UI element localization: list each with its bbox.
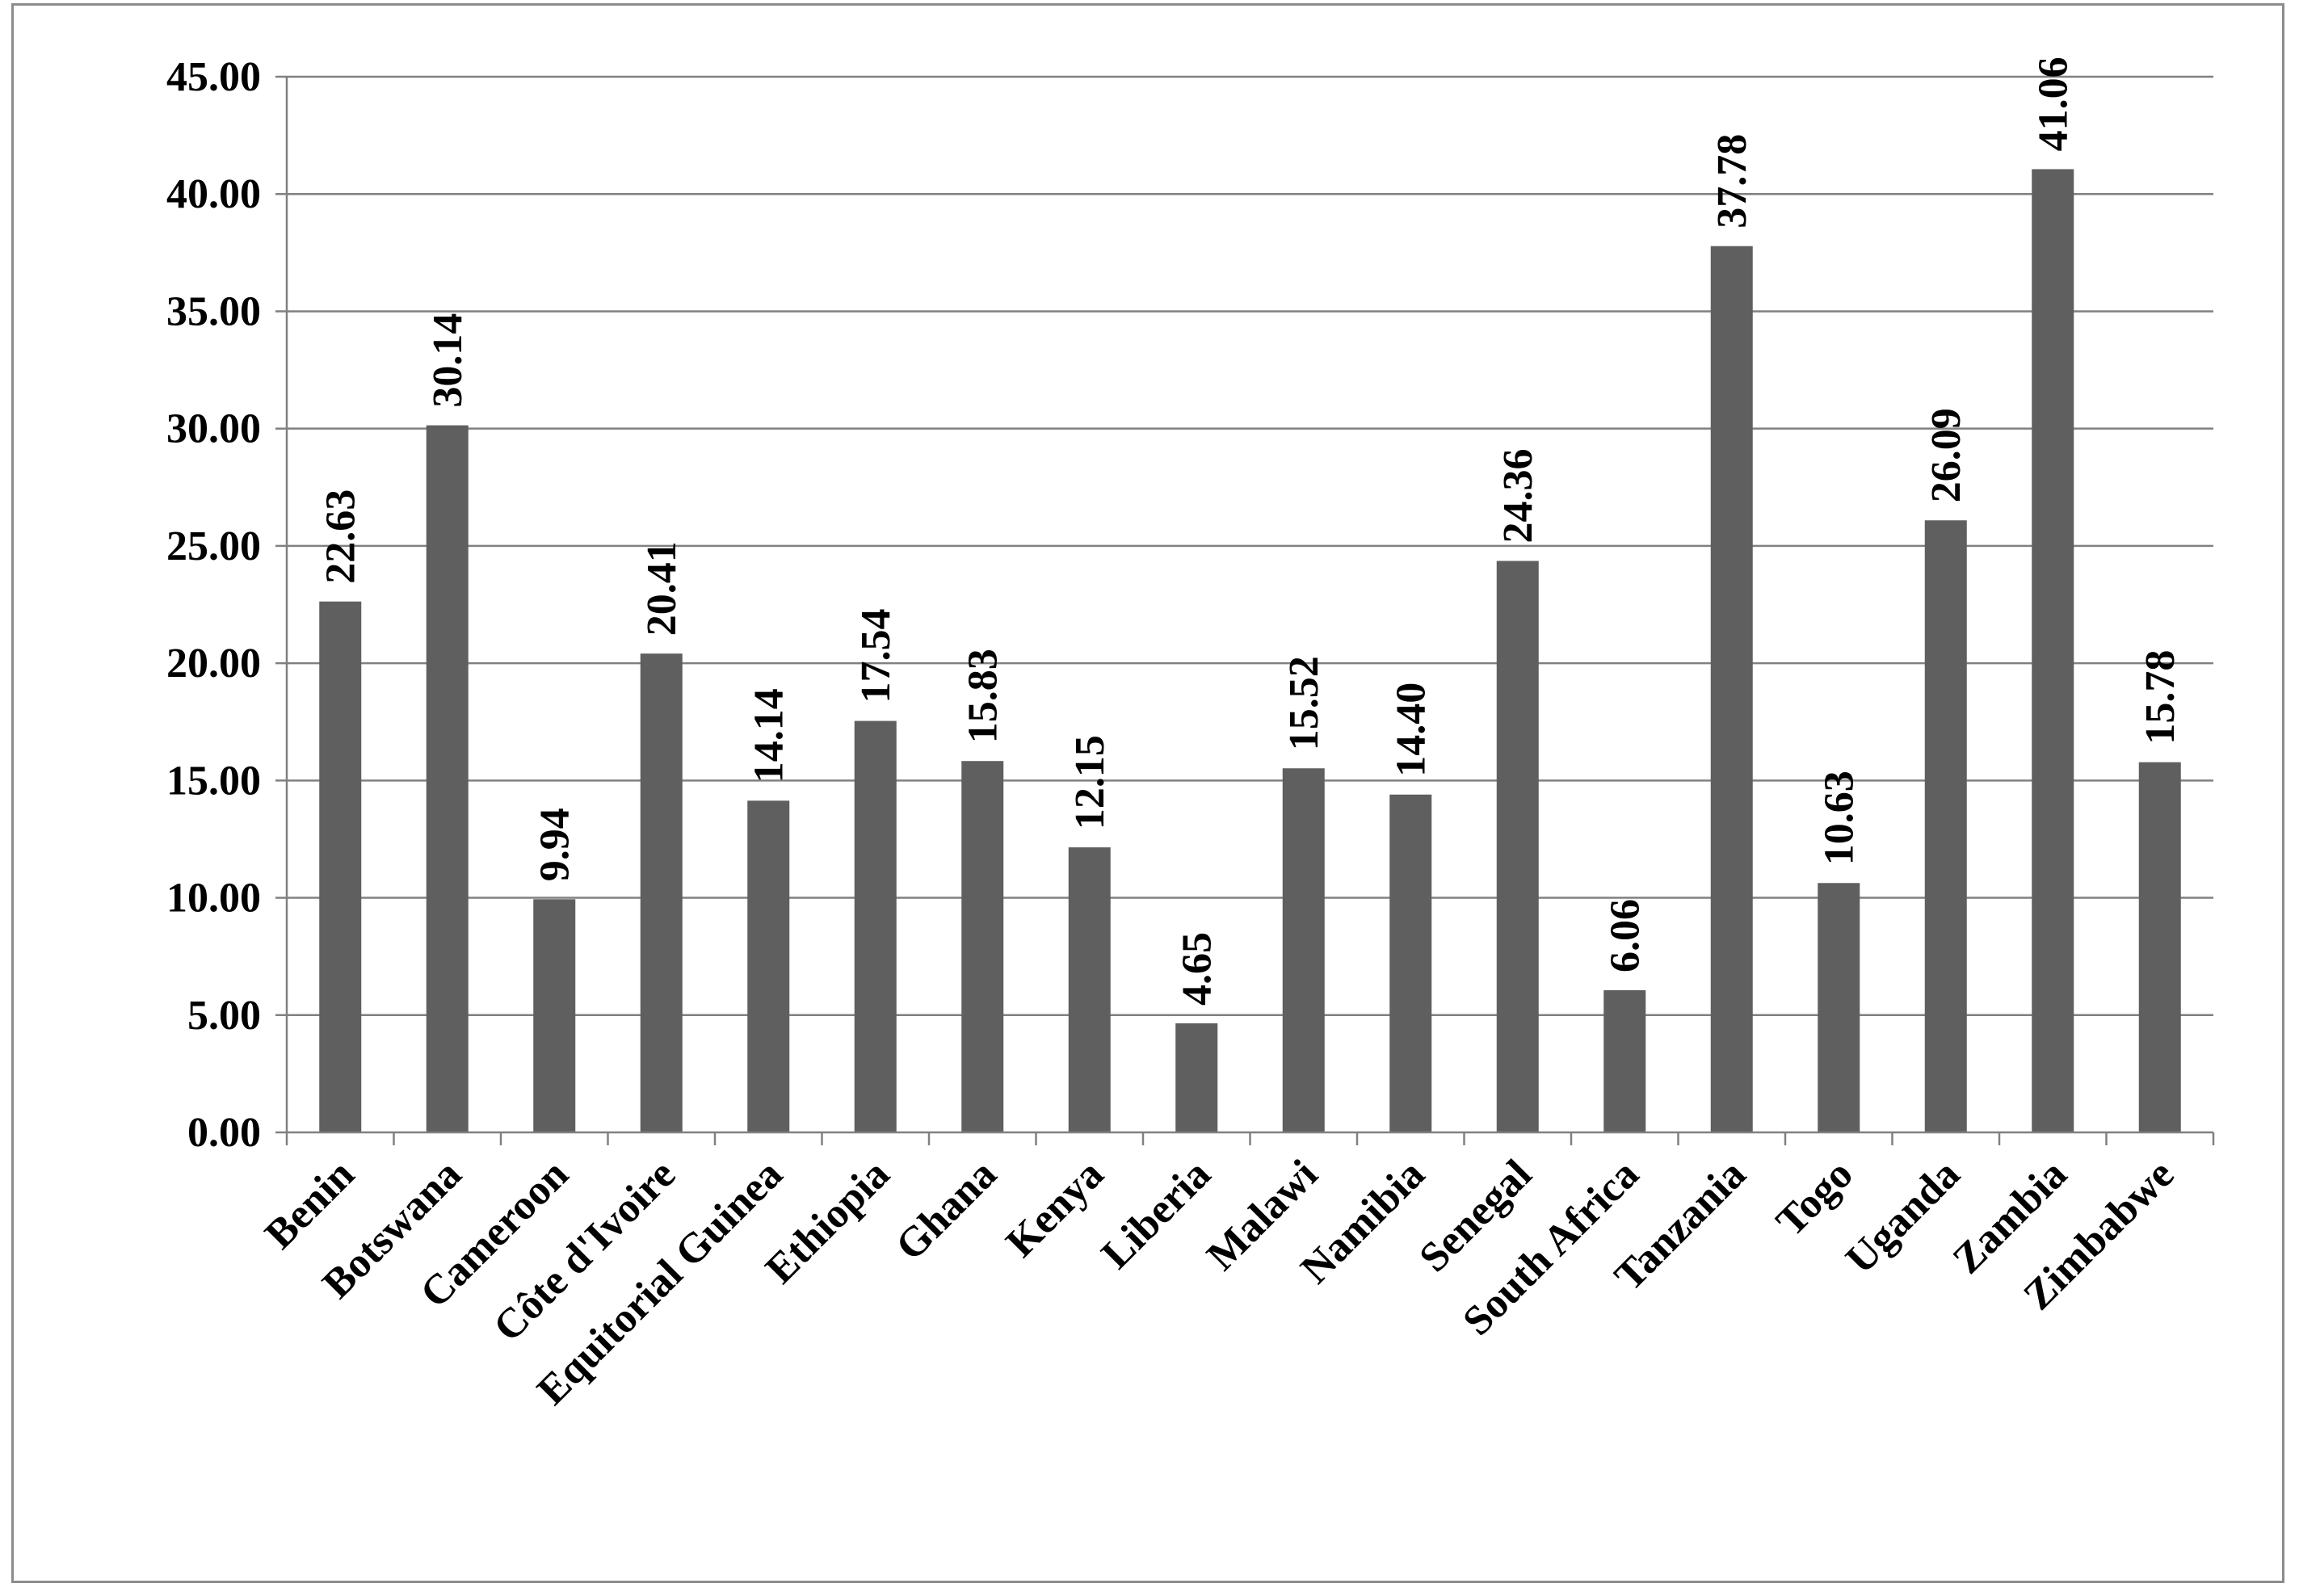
y-tick-label: 45.00: [166, 54, 261, 100]
bar: [2138, 762, 2181, 1132]
bar: [640, 653, 683, 1132]
data-label: 20.41: [639, 541, 685, 636]
y-tick-label: 30.00: [166, 406, 261, 452]
bar: [1710, 246, 1753, 1132]
bar: [854, 720, 897, 1132]
bar: [1818, 883, 1860, 1132]
data-label: 14.14: [746, 688, 792, 783]
axes: [275, 75, 2215, 1145]
y-tick-label: 25.00: [166, 523, 261, 569]
data-label: 37.78: [1709, 134, 1755, 229]
bar: [1496, 561, 1539, 1132]
data-label: 24.36: [1495, 448, 1541, 543]
data-label: 15.83: [960, 649, 1006, 743]
bar: [533, 899, 576, 1132]
bar: [426, 425, 469, 1132]
gridlines: [287, 75, 2213, 1017]
y-tick-label: 35.00: [166, 288, 261, 334]
bar: [319, 601, 362, 1132]
chart-frame: [11, 3, 2284, 1583]
data-label: 26.09: [1923, 408, 1969, 502]
y-tick-label: 5.00: [187, 993, 261, 1039]
category-label: Kenya: [998, 1151, 1112, 1266]
data-label: 4.65: [1174, 932, 1220, 1006]
data-label: 12.15: [1067, 735, 1113, 830]
y-tick-label: 20.00: [166, 640, 261, 687]
category-label: Liberia: [1093, 1151, 1220, 1278]
y-tick-label: 40.00: [166, 171, 261, 217]
bar: [747, 800, 790, 1132]
y-tick-label: 0.00: [187, 1110, 261, 1156]
labels: 0.00 5.00 10.00 15.00 20.00 25.00 30.00 35.00 40…: [166, 54, 2183, 1414]
bars: [319, 169, 2181, 1133]
category-label: Togo: [1767, 1151, 1862, 1245]
data-label: 15.78: [2137, 650, 2183, 745]
category-label: Ghana: [887, 1151, 1006, 1270]
bar: [1068, 847, 1111, 1132]
data-label: 17.54: [853, 609, 899, 704]
y-tick-label: 15.00: [166, 758, 261, 804]
data-label: 10.63: [1816, 771, 1862, 865]
bar: [1282, 768, 1325, 1132]
y-tick-label: 10.00: [166, 876, 261, 922]
bar: [1389, 794, 1432, 1132]
bar: [961, 761, 1004, 1132]
data-label: 15.52: [1281, 656, 1327, 750]
data-label: 30.14: [425, 313, 471, 408]
bar: [1924, 520, 1967, 1132]
data-label: 6.06: [1602, 899, 1648, 972]
bar: [2032, 169, 2074, 1133]
data-label: 41.06: [2030, 57, 2076, 151]
data-label: 22.63: [317, 489, 364, 584]
category-label: Uganda: [1837, 1151, 1969, 1283]
bar: [1175, 1023, 1218, 1132]
bar: [1603, 989, 1646, 1132]
data-label: 14.40: [1388, 682, 1434, 777]
data-label: 9.94: [532, 808, 578, 881]
